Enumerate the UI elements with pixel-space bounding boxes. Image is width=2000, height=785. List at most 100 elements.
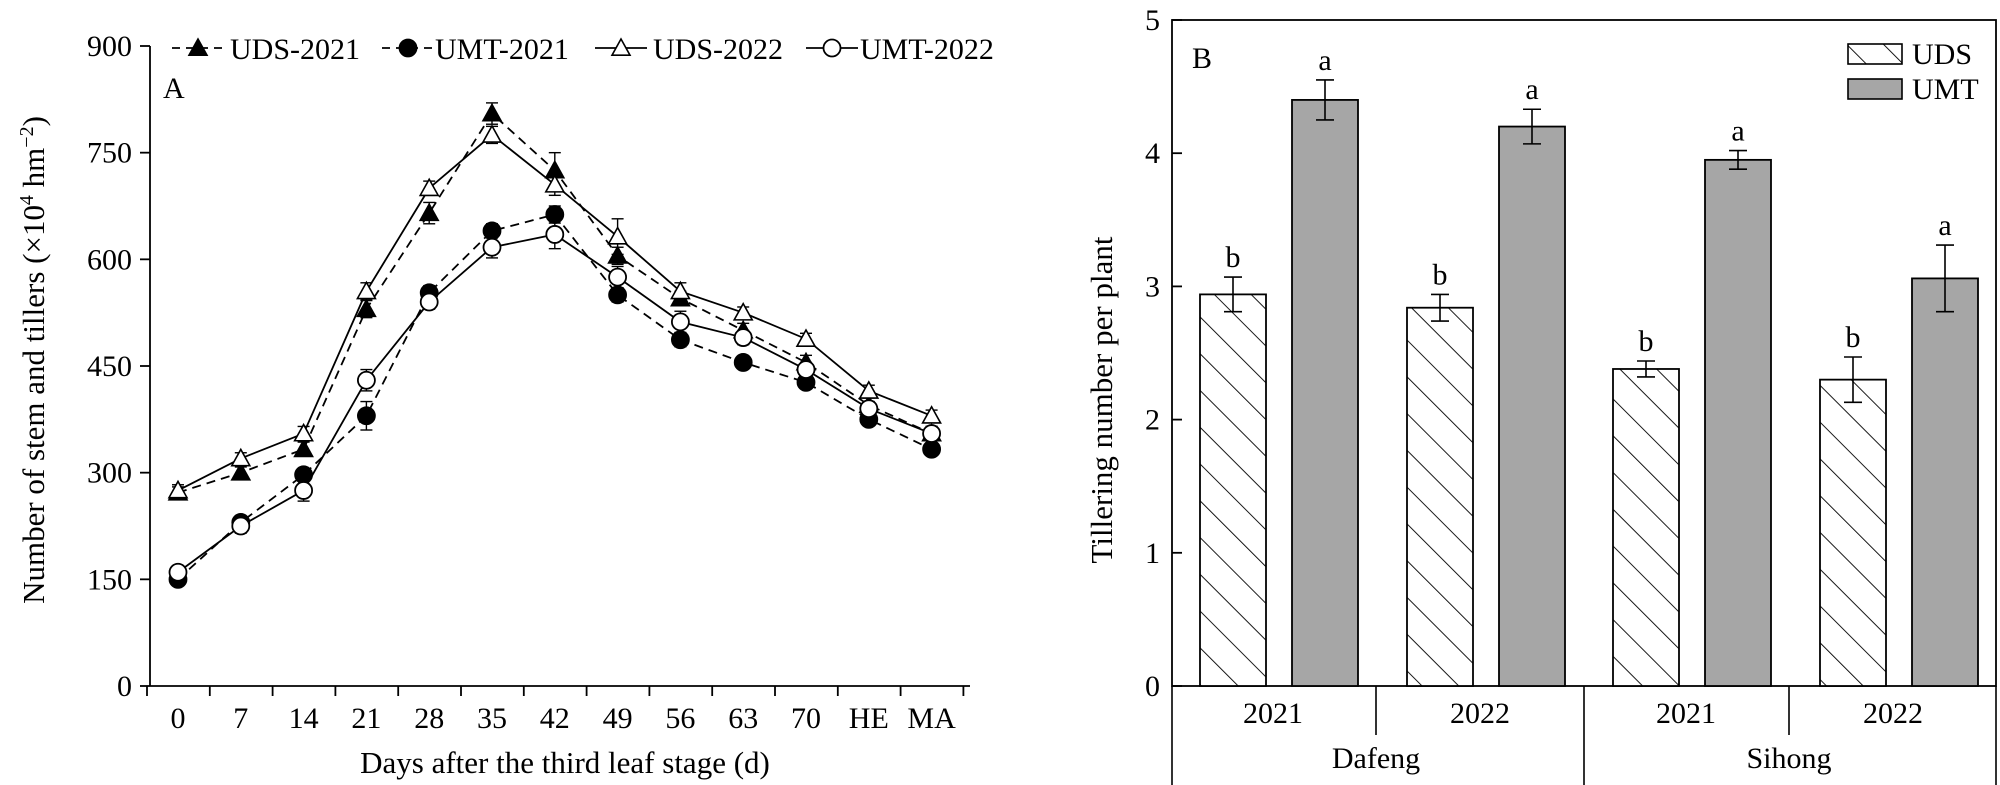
panel-a-y-tick-label: 900 — [87, 30, 132, 63]
panel-b-site-label: Sihong — [1746, 742, 1831, 775]
panel-b-error-bars — [1224, 79, 1954, 404]
bar-umt-dafeng-2021 — [1291, 99, 1359, 687]
panel-a-tick-labels: 0 150 300 450 600 750 900 0 7 14 21 28 35 42 49 56 63 70 H… — [87, 30, 956, 735]
data-point-uds-2022 — [858, 380, 880, 399]
data-point-umt-2022 — [231, 516, 251, 536]
panel-b-year-label: 2022 — [1863, 697, 1923, 730]
data-point-uds-2021 — [293, 438, 314, 458]
legend-swatch-umt — [1847, 78, 1903, 100]
data-point-umt-2021 — [356, 406, 376, 426]
data-point-uds-2022 — [544, 174, 566, 193]
data-point-umt-2022 — [419, 292, 439, 312]
panel-b-y-axis-title: Tillering number per plant — [1084, 236, 1119, 563]
data-point-umt-2022 — [608, 267, 627, 287]
data-point-umt-2022 — [545, 225, 565, 244]
panel-a-y-tick-label: 600 — [87, 243, 132, 276]
bar-uds-sihong-2022 — [1819, 378, 1887, 687]
data-point-uds-2022 — [167, 479, 189, 499]
panel-a-y-tick-label: 150 — [87, 563, 132, 596]
panel-a-x-tick-label: 0 — [171, 702, 186, 735]
panel-b-bar-chart: b a b a b a b a 0 1 2 3 4 5 2021 2022 2021 2022 Dafeng Sih… — [1084, 4, 1997, 785]
bar-uds-dafeng-2021 — [1199, 293, 1267, 687]
data-point-uds-2022 — [418, 177, 440, 197]
data-point-uds-2022 — [356, 280, 377, 300]
data-point-uds-2021 — [481, 102, 503, 122]
data-point-uds-2022 — [670, 280, 691, 300]
data-point-uds-2022 — [921, 405, 942, 424]
data-point-uds-2022 — [481, 124, 503, 143]
series-line-umt-2021 — [177, 213, 932, 581]
panel-b-y-tick-label: 4 — [1145, 137, 1160, 170]
legend-marker-uds-2021 — [187, 37, 209, 57]
significance-letter: a — [1525, 73, 1538, 106]
data-point-uds-2022 — [607, 225, 628, 245]
bar-uds-sihong-2021 — [1612, 368, 1680, 687]
data-point-uds-2022 — [732, 302, 754, 321]
significance-letter: b — [1639, 325, 1654, 358]
panel-b-year-label: 2021 — [1656, 697, 1716, 730]
panel-b-y-tick-label: 5 — [1145, 4, 1160, 37]
data-point-umt-2021 — [294, 465, 314, 485]
panel-a-y-axis-title: Number of stem and tillers (×104 hm−2) — [16, 116, 51, 604]
bar-uds-dafeng-2022 — [1406, 306, 1474, 687]
data-point-umt-2021 — [482, 221, 502, 241]
significance-letter: b — [1433, 258, 1448, 291]
legend-swatch-uds — [1847, 43, 1903, 65]
panel-b-tick-labels: 0 1 2 3 4 5 2021 2022 2021 2022 Dafeng Sihong — [1145, 4, 1923, 775]
panel-a-label: A — [163, 72, 185, 105]
significance-letter: b — [1846, 321, 1861, 354]
significance-letter: a — [1731, 115, 1744, 148]
data-point-umt-2022 — [733, 328, 753, 347]
panel-b-year-label: 2021 — [1243, 697, 1303, 730]
legend-label-uds-2021: UDS-2021 — [230, 33, 360, 66]
panel-a-x-tick-label: MA — [907, 702, 956, 735]
legend-label-uds-2022: UDS-2022 — [653, 33, 783, 66]
panel-b-y-tick-label: 1 — [1145, 537, 1160, 570]
data-point-umt-2022 — [922, 424, 941, 443]
data-point-uds-2022 — [230, 447, 252, 467]
data-point-umt-2021 — [545, 205, 565, 224]
bar-umt-sihong-2021 — [1704, 158, 1772, 687]
panel-a-line-chart: 0 150 300 450 600 750 900 0 7 14 21 28 35 42 49 56 63 70 H… — [16, 30, 994, 780]
panel-a-markers — [167, 102, 942, 589]
panel-b-site-label: Dafeng — [1332, 742, 1420, 775]
panel-b-label: B — [1192, 42, 1212, 75]
data-point-umt-2021 — [671, 330, 690, 350]
panel-b-y-tick-label: 0 — [1145, 670, 1160, 703]
legend-marker-umt-2021 — [398, 38, 418, 58]
panel-a-y-tick-label: 300 — [87, 457, 132, 490]
series-line-umt-2022 — [177, 233, 932, 573]
panel-a-x-tick-label: 70 — [791, 702, 821, 735]
legend-label-umt-2021: UMT-2021 — [435, 33, 569, 66]
bar-umt-sihong-2022 — [1911, 277, 1979, 687]
panel-a-x-axis-title: Days after the third leaf stage (d) — [360, 745, 770, 780]
panel-a-y-tick-label: 750 — [87, 137, 132, 170]
panel-a-axes — [140, 45, 970, 696]
panel-a-x-tick-label: 56 — [665, 702, 695, 735]
data-point-umt-2021 — [922, 439, 941, 459]
legend-marker-uds-2022 — [610, 37, 632, 57]
data-point-uds-2021 — [607, 245, 628, 264]
panel-b-y-tick-label: 3 — [1145, 270, 1160, 303]
panel-a-x-tick-label: 42 — [540, 702, 570, 735]
data-point-umt-2022 — [168, 562, 188, 582]
data-point-uds-2021 — [356, 298, 377, 318]
legend-label-umt-2022: UMT-2022 — [860, 33, 994, 66]
data-point-uds-2022 — [795, 328, 817, 347]
panel-a-x-tick-label: 49 — [603, 702, 633, 735]
panel-a-x-tick-label: 21 — [351, 702, 381, 735]
bar-umt-dafeng-2022 — [1498, 125, 1566, 687]
data-point-uds-2022 — [293, 422, 314, 442]
panel-b-y-tick-label: 2 — [1145, 404, 1160, 437]
panel-b-year-label: 2022 — [1450, 697, 1510, 730]
significance-letter: b — [1226, 241, 1241, 274]
significance-letter: a — [1938, 209, 1951, 242]
legend-marker-umt-2022 — [822, 38, 842, 58]
data-point-umt-2021 — [733, 353, 753, 372]
data-point-umt-2022 — [671, 312, 690, 332]
panel-a-y-tick-label: 0 — [117, 670, 132, 703]
data-point-umt-2022 — [294, 481, 314, 500]
panel-a-x-tick-label: HE — [849, 702, 889, 735]
